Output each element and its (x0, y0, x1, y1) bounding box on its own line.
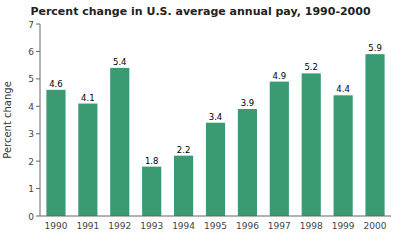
data-label: 5.2 (304, 62, 318, 72)
bar (334, 95, 353, 216)
x-tick-label: 1991 (76, 221, 99, 231)
y-tick (36, 51, 40, 52)
data-label: 2.2 (177, 145, 191, 155)
y-tick (36, 188, 40, 189)
data-label: 5.4 (113, 57, 127, 67)
y-tick-label: 1 (28, 184, 34, 194)
data-label: 3.9 (241, 98, 255, 108)
bar (270, 82, 289, 216)
data-label: 4.1 (81, 93, 95, 103)
data-label: 3.4 (209, 112, 223, 122)
y-tick (36, 161, 40, 162)
bar (78, 104, 97, 216)
x-tick-label: 1995 (204, 221, 227, 231)
y-axis-label: Percent change (2, 81, 13, 159)
data-label: 4.6 (49, 79, 63, 89)
bar (302, 73, 321, 216)
x-tick-label: 1994 (172, 221, 195, 231)
x-tick-label: 1999 (332, 221, 355, 231)
y-tick-label: 6 (28, 47, 34, 57)
x-tick-label: 1998 (300, 221, 323, 231)
x-tick-label: 2000 (364, 221, 387, 231)
title: Percent change in U.S. average annual pa… (30, 5, 371, 18)
y-tick-label: 5 (28, 74, 34, 84)
bar (110, 68, 129, 216)
data-label: 4.9 (273, 71, 287, 81)
data-label: 5.9 (368, 43, 382, 53)
bar (206, 123, 225, 216)
data-label: 4.4 (336, 84, 350, 94)
y-tick (36, 24, 40, 25)
bar (46, 90, 65, 216)
y-tick-label: 3 (28, 129, 34, 139)
bar (142, 167, 161, 216)
bar (365, 54, 384, 216)
chart-container: Percent change in U.S. average annual pa… (0, 0, 401, 238)
y-tick-label: 0 (28, 212, 34, 222)
x-tick-label: 1992 (108, 221, 131, 231)
y-tick (36, 216, 40, 217)
chart-svg: Percent change in U.S. average annual pa… (0, 0, 401, 238)
y-tick-label: 7 (28, 20, 34, 30)
y-axis-line (40, 24, 41, 216)
x-tick-label: 1990 (45, 221, 68, 231)
x-axis-line (40, 216, 391, 217)
y-tick (36, 133, 40, 134)
bar (174, 156, 193, 216)
y-tick-label: 4 (28, 102, 34, 112)
data-label: 1.8 (145, 156, 159, 166)
y-tick (36, 78, 40, 79)
bars (46, 54, 384, 216)
x-tick-label: 1993 (140, 221, 163, 231)
y-tick (36, 106, 40, 107)
x-tick-label: 1996 (236, 221, 259, 231)
y-tick-label: 2 (28, 157, 34, 167)
x-tick-label: 1997 (268, 221, 291, 231)
bar (238, 109, 257, 216)
